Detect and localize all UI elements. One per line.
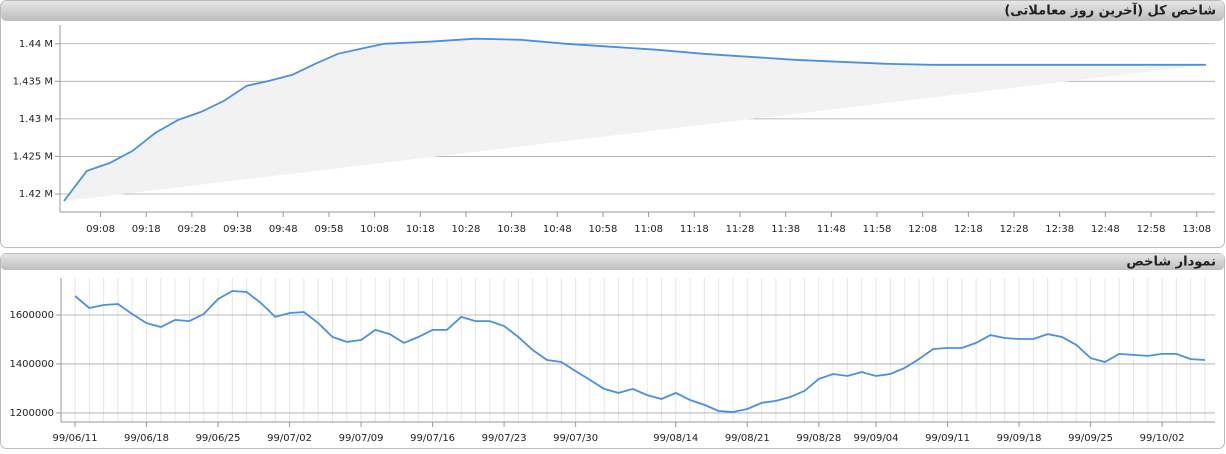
x-tick-label: 09:48 [269, 224, 298, 235]
x-tick-label: 10:18 [406, 224, 435, 235]
panel-header [1, 1, 1224, 21]
y-tick-label: 1.425 M [13, 151, 53, 162]
panel [0, 253, 1225, 449]
x-tick-label: 12:28 [1000, 224, 1029, 235]
panel-header [1, 254, 1224, 270]
x-tick-label: 99/07/16 [410, 433, 455, 444]
x-tick-label: 99/07/30 [553, 433, 598, 444]
x-tick-label: 09:38 [223, 224, 252, 235]
y-tick-label: 1600000 [9, 310, 54, 321]
x-tick-label: 09:28 [177, 224, 206, 235]
x-tick-label: 11:18 [680, 224, 709, 235]
x-tick-label: 99/07/02 [267, 433, 312, 444]
area-shade [64, 38, 1206, 201]
x-tick-label: 99/07/09 [339, 433, 384, 444]
y-tick-label: 1.435 M [13, 76, 53, 87]
line [74, 290, 1206, 413]
x-tick-label: 11:28 [726, 224, 755, 235]
x-tick-label: 99/08/14 [653, 433, 698, 444]
x-tick-label: 12:48 [1091, 224, 1120, 235]
x-tick-label: 09:58 [314, 224, 343, 235]
x-tick-label: 10:08 [360, 224, 389, 235]
x-tick-label: 10:38 [497, 224, 526, 235]
panel-title: نمودار شاخص [1126, 255, 1216, 270]
x-tick-label: 99/09/11 [925, 433, 970, 444]
x-tick-label: 12:38 [1045, 224, 1074, 235]
x-tick-label: 99/09/04 [854, 433, 899, 444]
line [63, 37, 1206, 202]
x-tick-label: 11:38 [771, 224, 800, 235]
x-tick-label: 99/06/18 [124, 433, 169, 444]
y-tick-label: 1200000 [9, 408, 54, 419]
x-tick-label: 99/09/18 [997, 433, 1042, 444]
y-tick-label: 1.42 M [19, 189, 53, 200]
x-tick-label: 13:08 [1182, 224, 1211, 235]
y-tick-label: 1.44 M [19, 39, 53, 50]
x-tick-label: 09:18 [132, 224, 161, 235]
x-tick-label: 10:48 [543, 224, 572, 235]
x-tick-label: 99/07/23 [482, 433, 527, 444]
x-tick-label: 11:58 [863, 224, 892, 235]
x-tick-label: 10:58 [589, 224, 618, 235]
y-tick-label: 1.43 M [19, 114, 53, 125]
x-tick-label: 99/08/28 [796, 433, 841, 444]
x-tick-label: 99/09/25 [1068, 433, 1113, 444]
x-tick-label: 11:08 [634, 224, 663, 235]
x-tick-label: 99/10/02 [1140, 433, 1185, 444]
x-tick-label: 12:18 [954, 224, 983, 235]
y-tick-label: 1400000 [9, 359, 54, 370]
x-tick-label: 12:58 [1137, 224, 1166, 235]
panel-title: شاخص کل (آخرین روز معاملاتی) [1004, 2, 1216, 19]
x-tick-label: 99/06/11 [53, 433, 98, 444]
x-tick-label: 99/08/21 [725, 433, 770, 444]
x-tick-label: 10:28 [452, 224, 481, 235]
x-tick-label: 11:48 [817, 224, 846, 235]
x-tick-label: 09:08 [86, 224, 115, 235]
x-tick-label: 12:08 [908, 224, 937, 235]
x-tick-label: 99/06/25 [196, 433, 241, 444]
